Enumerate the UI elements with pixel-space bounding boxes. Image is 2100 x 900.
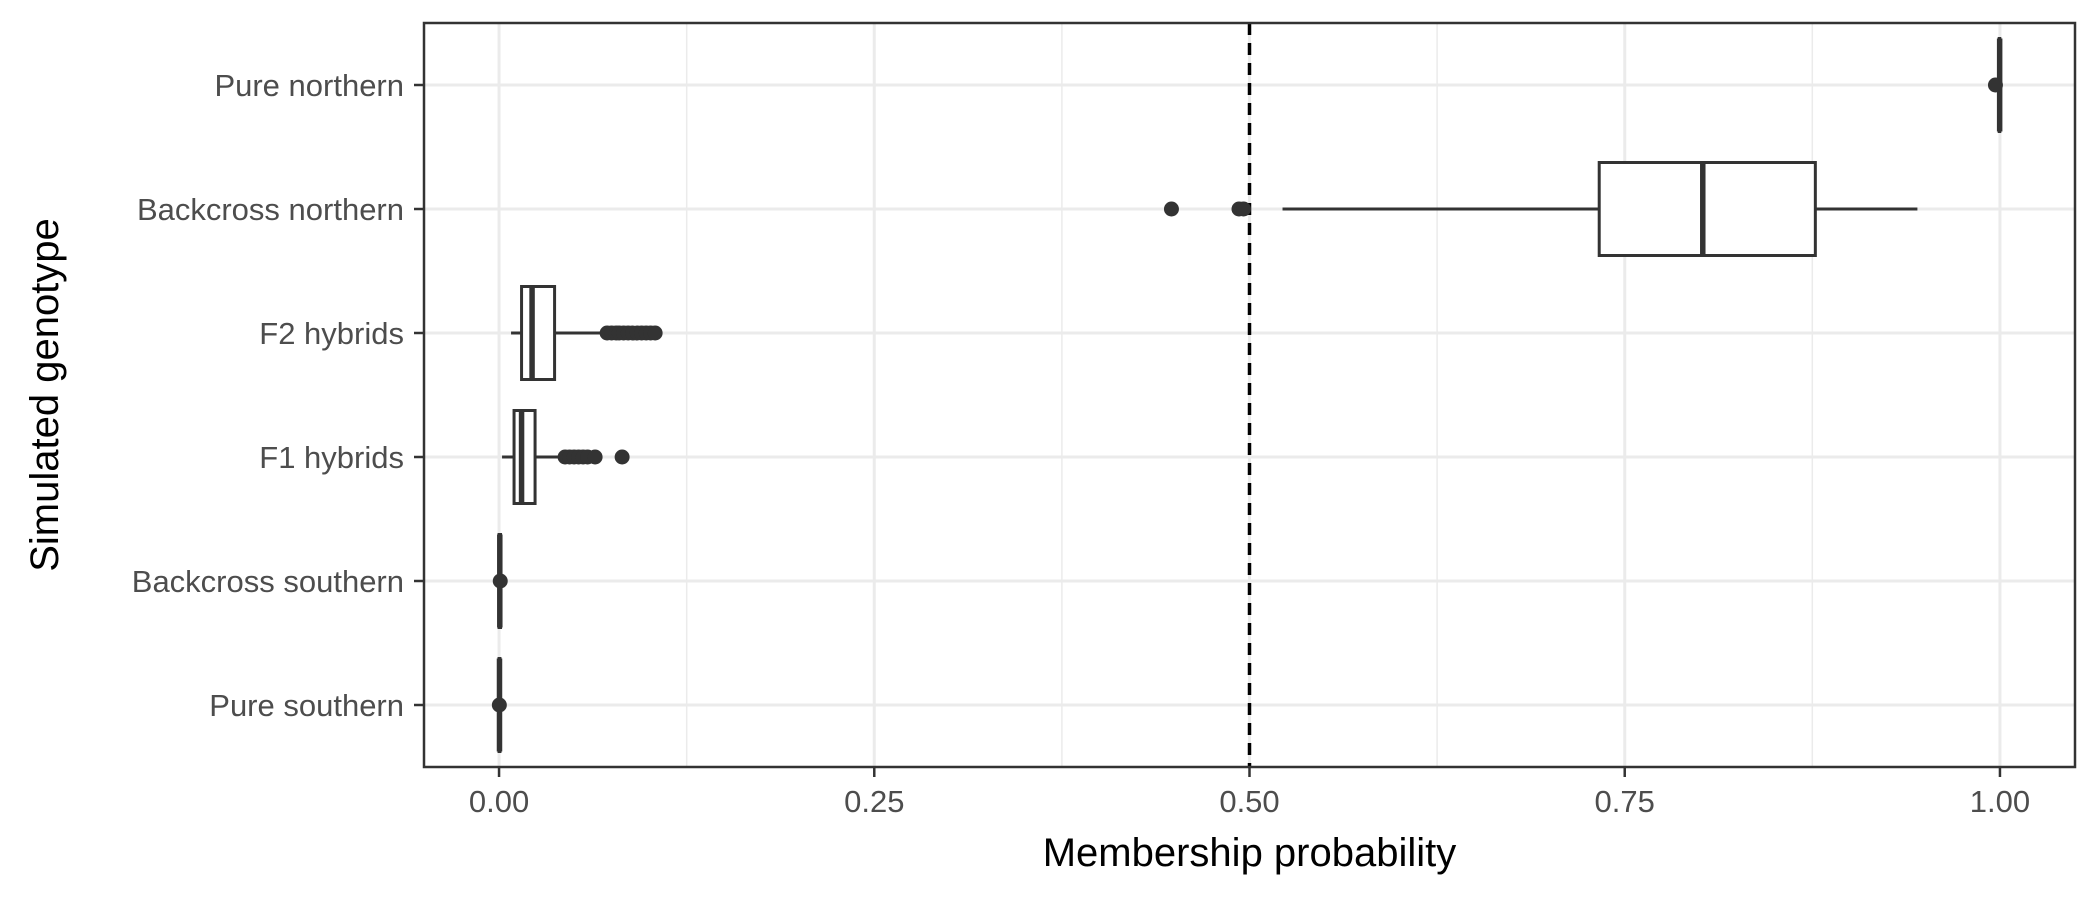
axes-layer: 0.00 0.25 0.50 0.75 1.00 Pure northern Backcro… <box>132 68 2030 819</box>
box-f1-hybrids <box>502 409 630 505</box>
y-tick-label: F1 hybrids <box>259 440 404 475</box>
outlier-point <box>647 325 663 341</box>
box-f2-hybrids <box>511 285 663 381</box>
outlier-point <box>492 573 508 589</box>
box-backcross-southern <box>492 533 508 629</box>
box-pure-northern <box>1987 37 2003 133</box>
y-tick-label: Pure northern <box>214 68 404 103</box>
x-tick-label: 1.00 <box>1970 784 2030 819</box>
grid-lines <box>424 23 2075 767</box>
boxes-layer <box>491 37 2003 753</box>
outlier-point <box>614 449 630 465</box>
iqr-box <box>520 285 557 381</box>
outlier-point <box>1987 77 2003 93</box>
box-pure-southern <box>491 657 507 753</box>
x-axis-title: Membership probability <box>1043 831 1457 875</box>
y-tick-label: F2 hybrids <box>259 316 404 351</box>
outlier-point <box>1235 201 1251 217</box>
x-tick-label: 0.50 <box>1219 784 1279 819</box>
y-tick-label: Pure southern <box>209 688 404 723</box>
y-tick-label: Backcross southern <box>132 564 404 599</box>
x-tick-label: 0.00 <box>469 784 529 819</box>
x-tick-label: 0.25 <box>844 784 904 819</box>
outlier-point <box>587 449 603 465</box>
x-tick-label: 0.75 <box>1595 784 1655 819</box>
y-tick-label: Backcross northern <box>137 192 404 227</box>
outlier-point <box>491 697 507 713</box>
outlier-point <box>1163 201 1179 217</box>
y-axis-title: Simulated genotype <box>23 218 67 572</box>
box-backcross-northern <box>1163 161 1918 257</box>
iqr-box <box>512 409 537 505</box>
iqr-box <box>1597 161 1817 257</box>
